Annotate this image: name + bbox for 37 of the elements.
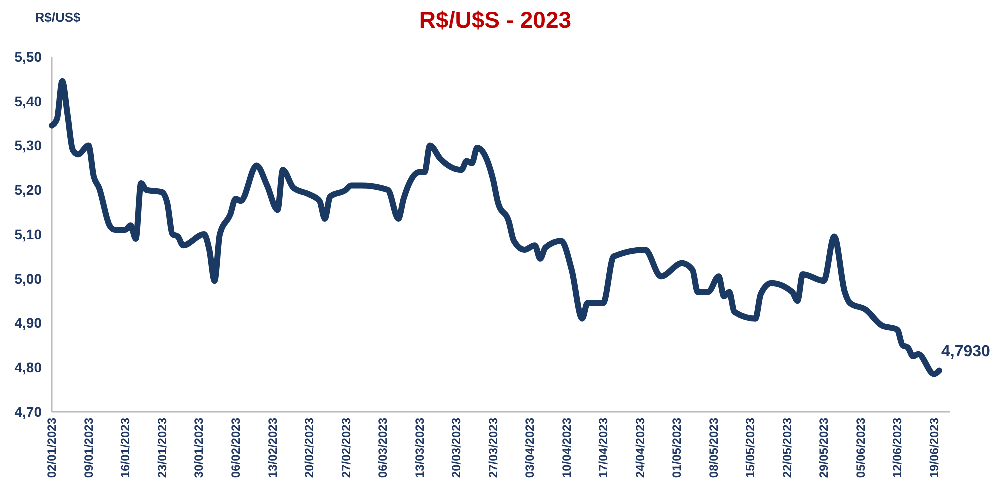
y-tick-label: 5,00 xyxy=(14,270,42,287)
y-tick-label: 5,40 xyxy=(14,93,42,110)
x-tick-label: 27/03/2023 xyxy=(486,418,500,478)
x-tick-label: 29/05/2023 xyxy=(817,418,832,478)
x-tick-label: 27/02/2023 xyxy=(339,418,354,478)
x-tick-label: 09/01/2023 xyxy=(82,418,96,478)
x-tick-label: 12/06/2023 xyxy=(890,418,905,478)
x-tick-label: 06/03/2023 xyxy=(376,418,390,478)
x-tick-label: 20/03/2023 xyxy=(450,418,464,478)
x-tick-label: 05/06/2023 xyxy=(854,418,868,478)
y-tick-label: 4,90 xyxy=(14,315,42,332)
y-tick-label: 4,70 xyxy=(14,404,42,420)
x-tick-label: 02/01/2023 xyxy=(45,418,60,478)
x-tick-label: 06/02/2023 xyxy=(229,418,243,478)
x-tick-label: 22/05/2023 xyxy=(780,418,794,478)
y-tick-label: 4,80 xyxy=(14,360,42,376)
x-tick-label: 03/04/2023 xyxy=(523,418,538,478)
x-tick-label: 20/02/2023 xyxy=(302,418,317,478)
y-tick-label: 5,30 xyxy=(14,138,42,154)
x-tick-label: 16/01/2023 xyxy=(118,418,133,478)
x-tick-label: 13/03/2023 xyxy=(412,418,427,478)
x-tick-label: 01/05/2023 xyxy=(670,418,684,478)
x-tick-label: 19/06/2023 xyxy=(927,418,942,478)
x-tick-label: 15/05/2023 xyxy=(744,418,758,478)
x-tick-label: 08/05/2023 xyxy=(706,418,721,478)
chart-title: R$/U$S - 2023 xyxy=(419,7,572,33)
x-tick-label: 30/01/2023 xyxy=(192,418,206,478)
x-tick-label: 10/04/2023 xyxy=(560,418,574,478)
x-tick-label: 23/01/2023 xyxy=(155,418,170,478)
y-axis-title: R$/US$ xyxy=(35,10,82,25)
x-tick-label: 13/02/2023 xyxy=(266,418,280,478)
y-tick-label: 5,10 xyxy=(14,226,42,242)
x-tick-label: 17/04/2023 xyxy=(596,418,611,478)
x-tick-label: 24/04/2023 xyxy=(633,418,648,478)
y-tick-label: 5,20 xyxy=(14,182,42,198)
annotation: 4,7930 xyxy=(941,344,991,361)
y-tick-label: 5,50 xyxy=(14,48,42,65)
